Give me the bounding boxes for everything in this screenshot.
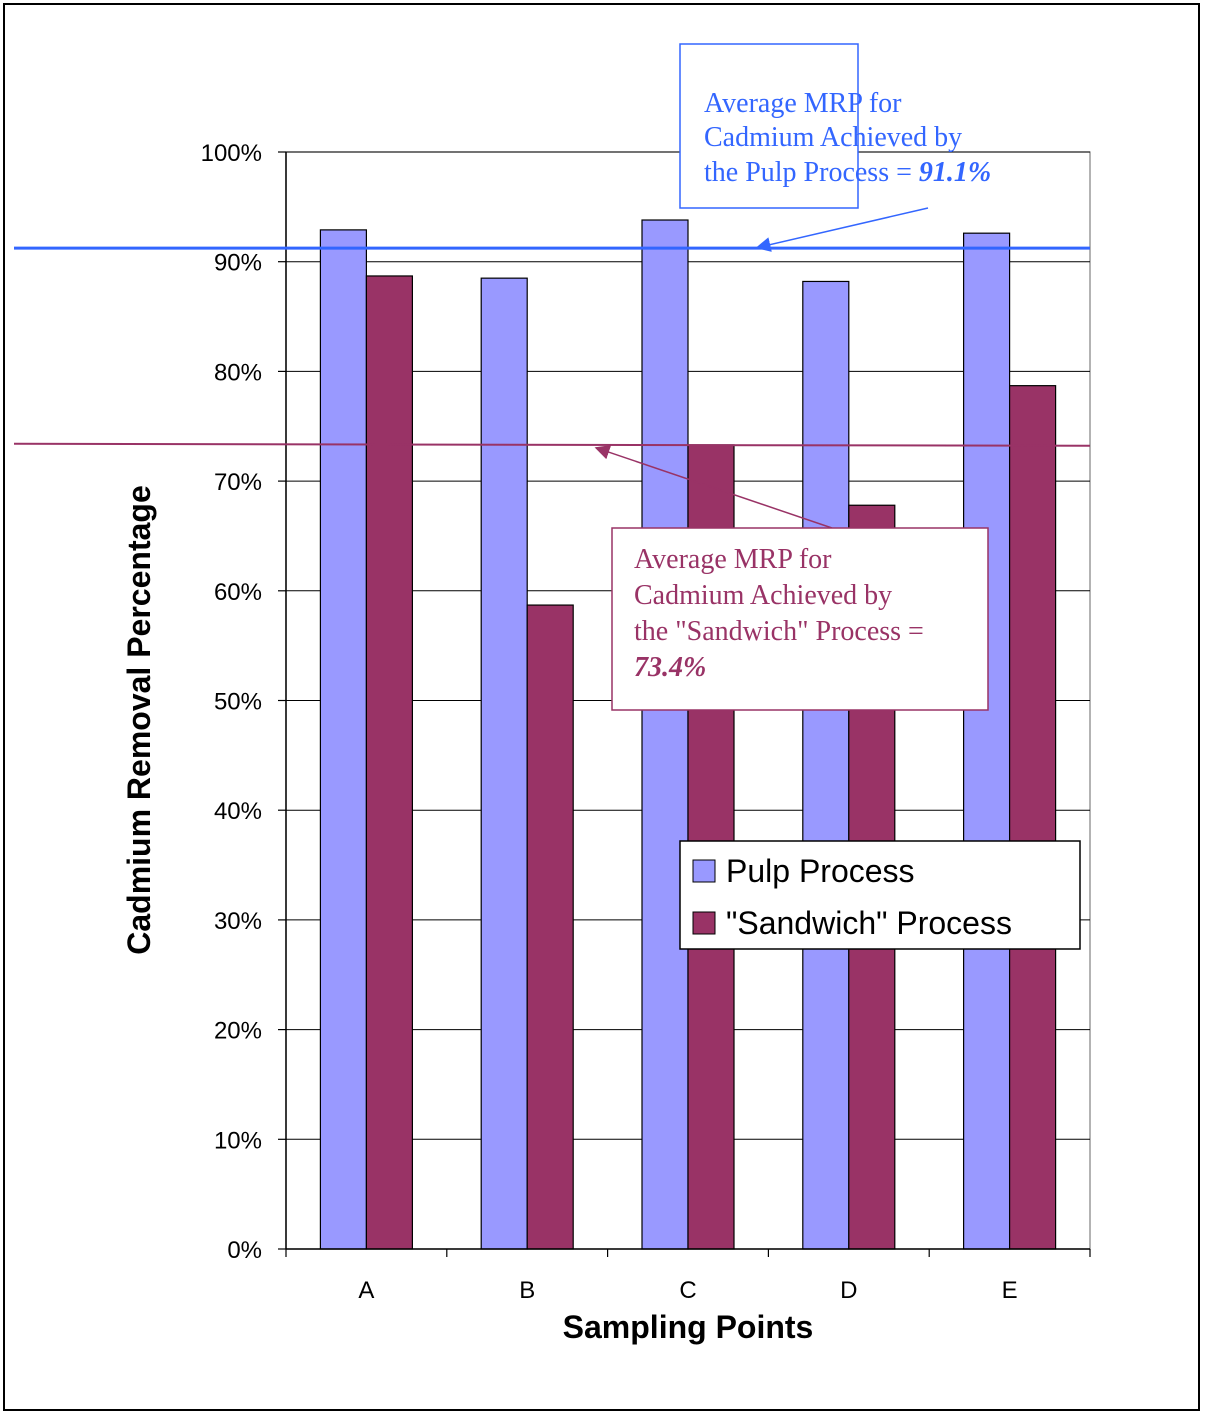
- legend-swatch-sandwich: [692, 911, 716, 935]
- sandwich-average-line: [13, 442, 1091, 447]
- x-tick-label: E: [1002, 1277, 1018, 1304]
- y-tick-label: 80%: [214, 359, 262, 386]
- y-tick-label: 50%: [214, 689, 262, 716]
- sandwich-callout-line-1: Average MRP for: [634, 544, 832, 575]
- x-tick-label: B: [519, 1277, 535, 1304]
- y-tick-label: 70%: [214, 469, 262, 496]
- sandwich-callout-arrow: [594, 445, 833, 529]
- y-axis-title: Cadmium Removal Percentage: [121, 485, 157, 955]
- pulp-callout-line-1: Average MRP for: [704, 88, 902, 119]
- sandwich-callout-line-3: the "Sandwich" Process =: [634, 616, 924, 647]
- bar-sandwich-a: [365, 275, 413, 1250]
- bar-pulp-c: [641, 219, 689, 1250]
- y-tick-label: 30%: [214, 908, 262, 935]
- y-tick-label: 0%: [227, 1237, 262, 1264]
- x-tick-label: C: [679, 1277, 696, 1304]
- y-tick-label: 10%: [214, 1127, 262, 1154]
- x-tick-label: D: [840, 1277, 857, 1304]
- reference-lines: [13, 207, 1091, 529]
- y-tick-label: 60%: [214, 579, 262, 606]
- sandwich-callout-line-2: Cadmium Achieved by: [634, 580, 892, 611]
- legend-box: [679, 840, 1081, 950]
- pulp-callout-line-2: Cadmium Achieved by: [704, 122, 962, 153]
- y-tick-label: 40%: [214, 798, 262, 825]
- legend: Pulp Process "Sandwich" Process: [679, 840, 1081, 950]
- legend-label-sandwich: "Sandwich" Process: [726, 905, 1012, 941]
- axes: 0% 10% 20% 30% 40% 50% 60% 70% 80% 90% 100% A B C D E: [201, 140, 1091, 1304]
- x-axis-title: Sampling Points: [563, 1309, 814, 1345]
- y-tick-label: 20%: [214, 1018, 262, 1045]
- bar-pulp-b: [480, 277, 528, 1250]
- bar-sandwich-e: [1008, 385, 1057, 1250]
- bar-pulp-e: [962, 232, 1011, 1250]
- sandwich-average-callout: Average MRP for Cadmium Achieved by the …: [611, 527, 989, 711]
- pulp-callout-line-3: the Pulp Process = 91.1%: [704, 157, 991, 188]
- bar-sandwich-b: [526, 604, 574, 1250]
- sandwich-callout-value: 73.4%: [634, 652, 706, 683]
- pulp-average-callout: Average MRP for Cadmium Achieved by the …: [679, 43, 991, 209]
- sandwich-callout-box: [611, 527, 989, 711]
- x-tick-label: A: [358, 1277, 374, 1304]
- pulp-callout-box: [679, 43, 859, 209]
- y-tick-label: 100%: [201, 140, 262, 167]
- y-tick-label: 90%: [214, 250, 262, 277]
- legend-label-pulp: Pulp Process: [726, 853, 915, 889]
- bars: [319, 219, 1057, 1250]
- pulp-callout-arrow: [755, 207, 929, 252]
- legend-swatch-pulp: [692, 859, 716, 883]
- pulp-callout-line-3-text: the Pulp Process =: [704, 157, 919, 188]
- bar-pulp-d: [802, 280, 850, 1250]
- pulp-callout-value: 91.1%: [919, 157, 991, 188]
- bar-pulp-a: [319, 229, 367, 1250]
